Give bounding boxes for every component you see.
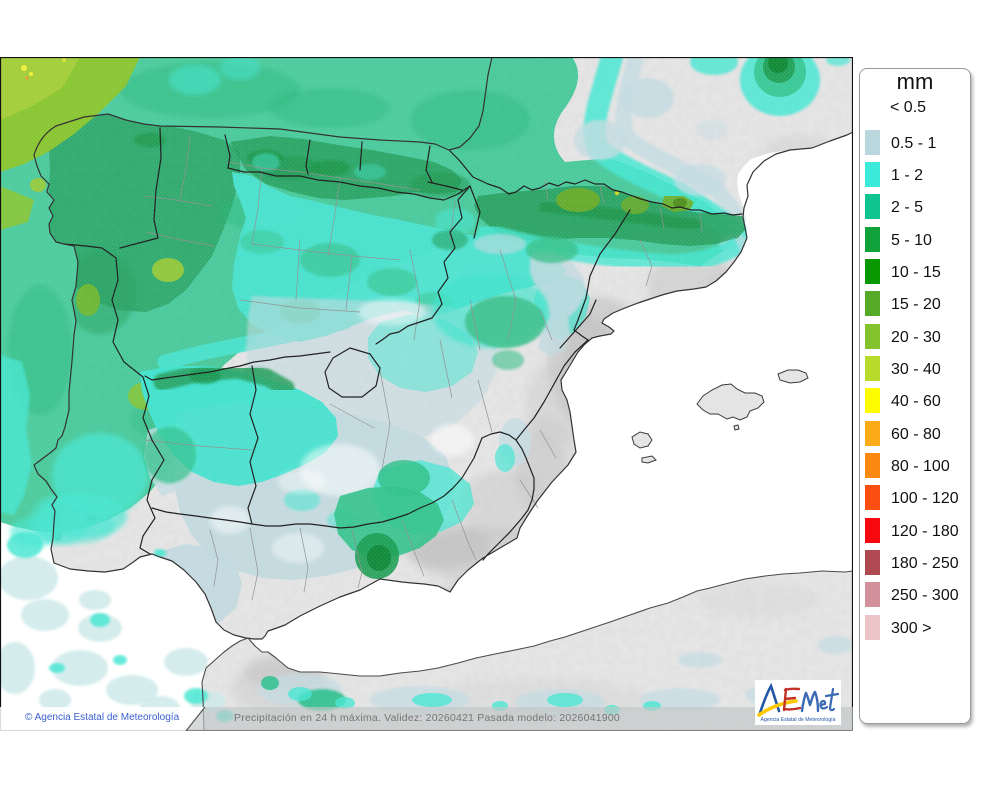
svg-text:Agencia Estatal de Meteorologí: Agencia Estatal de Meteorología (761, 717, 836, 723)
